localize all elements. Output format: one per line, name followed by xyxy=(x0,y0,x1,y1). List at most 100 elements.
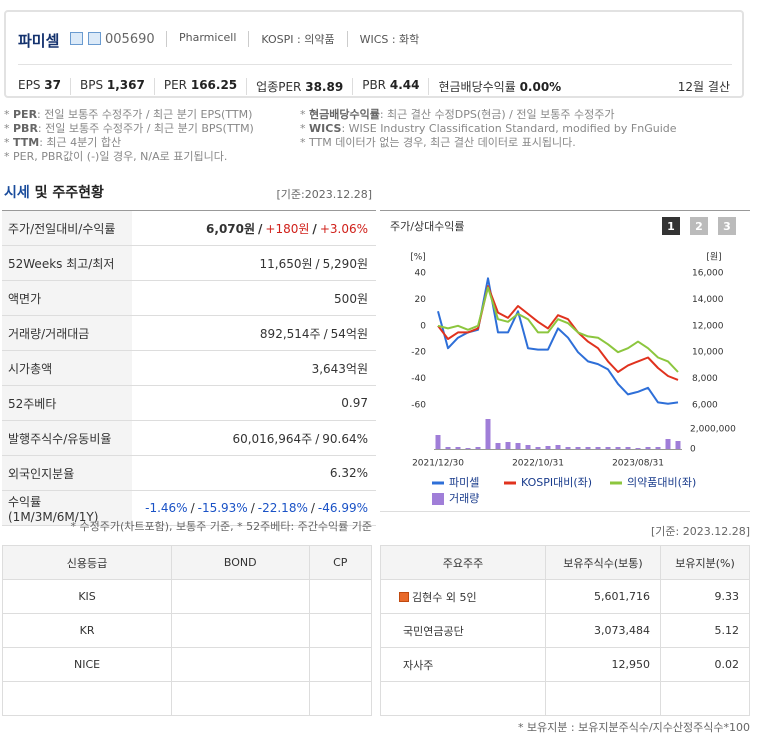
quote-row: 52Weeks 최고/최저 11,650원/5,290원 xyxy=(2,246,376,281)
value-part: 90.64% xyxy=(322,431,368,446)
note-term: TTM xyxy=(13,136,40,149)
agency: KR xyxy=(1,613,173,648)
cell-text: 5.12 xyxy=(714,624,740,637)
cell-text: 국민연금공단 xyxy=(403,624,464,638)
stock-header: 파미셀 005690 Pharmicell KOSPI : 의약품 WICS : 화… xyxy=(4,10,744,98)
stock-code: 005690 xyxy=(105,32,155,47)
chart-panel: 주가/상대수익률 1 2 3 [%] [원] 40 20 0 -20 -40 -60 16,000 14,… xyxy=(380,210,750,512)
note-term: PER xyxy=(13,108,38,121)
agency: NICE xyxy=(1,647,173,682)
empty xyxy=(1,681,173,716)
value-part: +3.06% xyxy=(319,221,368,236)
metric-label: EPS xyxy=(18,78,41,92)
metrics: EPS 37 BPS 1,367 PER 166.25 업종PER 38.89 PBR … xyxy=(18,78,570,95)
metric-value: 166.25 xyxy=(190,78,238,92)
y2-tick-label: 10,000 xyxy=(692,348,724,358)
credit-row: NICE xyxy=(1,647,372,682)
quote-label: 수익률 (1M/3M/6M/1Y) xyxy=(2,491,132,525)
cell-text: 3,073,484 xyxy=(594,624,650,637)
volume-bar xyxy=(445,447,451,449)
metric: 현금배당수익률 0.00% xyxy=(428,78,570,95)
quote-row: 거래량/거래대금 892,514주/54억원 xyxy=(2,316,376,351)
quote-value: 3,643억원 xyxy=(132,360,376,377)
quote-value: 6,070원 / +180원 / +3.06% xyxy=(132,220,376,237)
separator: / xyxy=(312,221,317,236)
volume-bar xyxy=(435,435,441,449)
chart: 주가/상대수익률 1 2 3 [%] [원] 40 20 0 -20 -40 -60 16,000 14,… xyxy=(390,217,736,505)
value-part: -22.18% xyxy=(257,501,308,515)
tab[interactable]: 1 xyxy=(662,217,680,235)
holder-name: 김현수 외 5인 xyxy=(380,579,546,614)
holder-name: 국민연금공단 xyxy=(380,613,546,648)
separator: / xyxy=(250,501,255,515)
metric-label: BPS xyxy=(79,78,104,92)
y-tick-label: 40 xyxy=(415,269,427,279)
metric-label: 업종PER xyxy=(256,80,302,94)
tab[interactable]: 2 xyxy=(690,217,708,235)
volume-bar xyxy=(485,419,491,449)
legend-label: 의약품대비(좌) xyxy=(627,475,696,489)
ir-icon[interactable] xyxy=(88,32,101,45)
metric: 업종PER 38.89 xyxy=(246,78,352,95)
header-cell: 보유지분(%) xyxy=(660,545,750,580)
note-star: * xyxy=(4,136,10,149)
holder-value: 12,950 xyxy=(545,647,661,682)
cell-text: 5,601,716 xyxy=(594,590,650,603)
value-part: -15.93% xyxy=(197,501,248,515)
empty xyxy=(308,681,372,716)
section-date: [기준:2023.12.28] xyxy=(276,188,372,201)
volume-bar xyxy=(625,447,631,449)
header-row: 신용등급 BOND CP xyxy=(1,545,372,580)
quote-value: -1.46% / -15.93% / -22.18% / -46.99% xyxy=(132,501,376,515)
credit-row xyxy=(1,681,372,716)
holder-value: 5.12 xyxy=(660,613,750,648)
note: * TTM 데이터가 없는 경우, 최근 결산 데이터로 표시됩니다. xyxy=(300,136,677,150)
value-part: 500원 xyxy=(334,291,368,306)
bond xyxy=(171,613,310,648)
volume-bar xyxy=(645,447,651,449)
note: * PBR: 전일 보통주 수정주가 / 최근 분기 BPS(TTM) xyxy=(4,122,254,136)
y-unit: [%] xyxy=(410,253,426,263)
quote-value: 500원 xyxy=(132,290,376,307)
note-text: : 최근 4분기 합산 xyxy=(39,136,122,149)
x-tick-label: 2022/10/31 xyxy=(512,459,564,469)
holders-footnote: * 보유지분 : 보유지분주식수/지수산정주식수*100 xyxy=(517,721,750,734)
settlement: 12월 결산 xyxy=(677,80,730,94)
note-text: PER, PBR값이 (-)일 경우, N/A로 표기됩니다. xyxy=(13,150,228,163)
quote-label: 52주베타 xyxy=(2,386,132,420)
empty xyxy=(380,681,546,716)
quote-value: 60,016,964주/90.64% xyxy=(132,430,376,447)
y-tick-label: -40 xyxy=(411,374,426,384)
value-part: -1.46% xyxy=(145,501,188,515)
quote-value: 6.32% xyxy=(132,466,376,480)
volume-bar xyxy=(505,442,511,449)
tab[interactable]: 3 xyxy=(718,217,736,235)
separator: / xyxy=(315,431,320,446)
metric-value: 37 xyxy=(44,78,61,92)
legend-label: 거래량 xyxy=(449,492,479,505)
tab-box xyxy=(662,217,680,235)
quote-row: 52주베타 0.97 xyxy=(2,386,376,421)
y-tick-label: 20 xyxy=(415,295,427,305)
quote-row: 시가총액 3,643억원 xyxy=(2,351,376,386)
home-icon[interactable] xyxy=(70,32,83,45)
metric: PBR 4.44 xyxy=(352,78,428,95)
credit-row: KR xyxy=(1,613,372,648)
stock-name: 파미셀 xyxy=(18,32,60,50)
separator: / xyxy=(323,326,328,341)
expand-icon[interactable] xyxy=(399,591,409,602)
volume-bar xyxy=(655,447,661,449)
x-tick-label: 2023/08/31 xyxy=(612,459,664,469)
volume-bar xyxy=(455,447,461,449)
empty xyxy=(545,681,661,716)
divider xyxy=(18,64,732,65)
volume-bar xyxy=(495,443,501,449)
value-part: 6.32% xyxy=(329,466,368,480)
metric-label: 현금배당수익률 xyxy=(438,80,516,94)
holder-value: 0.02 xyxy=(660,647,750,682)
volume-bar xyxy=(675,441,681,449)
note: * WICS: WISE Industry Classification Sta… xyxy=(300,122,677,136)
value-part: 11,650원 xyxy=(259,256,313,271)
volume-bar xyxy=(595,447,601,449)
credit-table: 신용등급 BOND CP KIS KR NICE xyxy=(1,545,372,716)
